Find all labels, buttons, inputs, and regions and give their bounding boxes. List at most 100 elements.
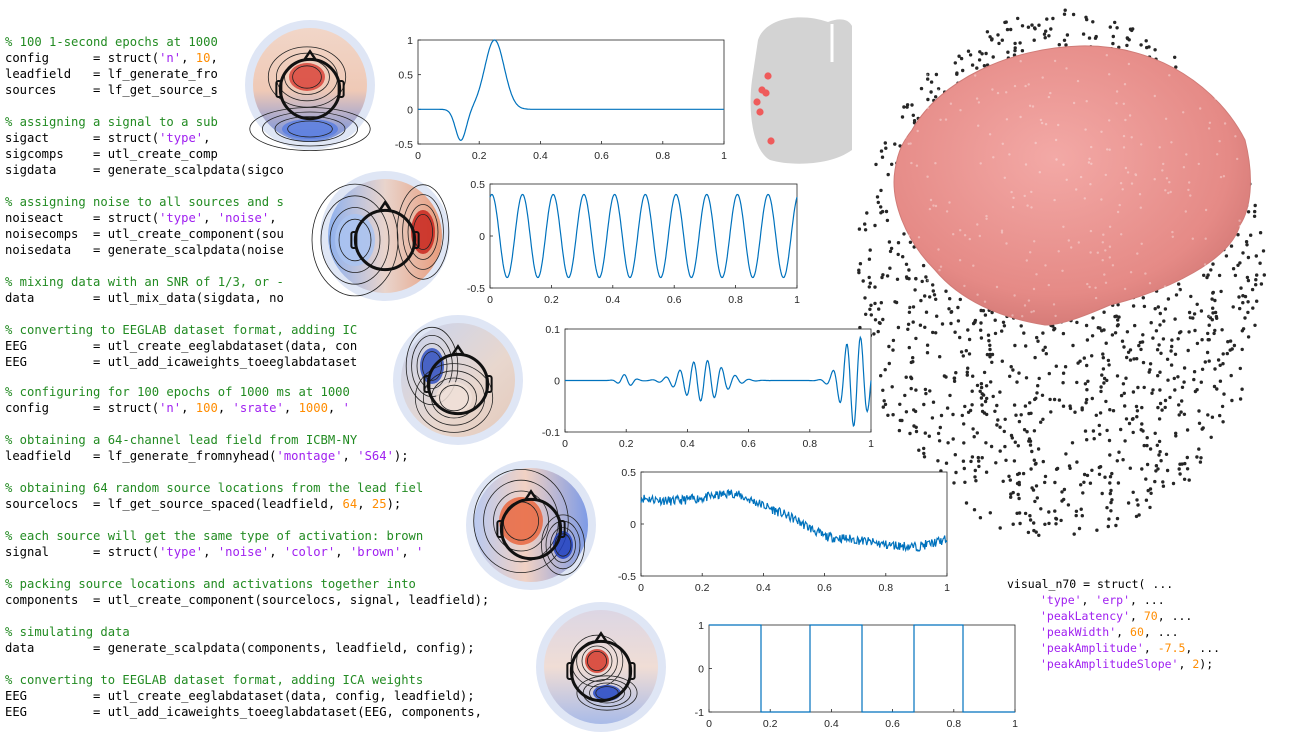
code-text: visual_n70 = struct( ...	[1007, 577, 1174, 591]
y-tick-label: 0	[407, 104, 413, 116]
topomap-pole	[499, 497, 543, 545]
contour-line	[439, 384, 469, 412]
contour-line	[407, 204, 439, 260]
code-line: data = utl_mix_data(sigdata, no	[5, 291, 284, 305]
code-text: ,	[181, 401, 196, 415]
left-ear	[496, 520, 504, 538]
x-tick-label: 1	[721, 150, 727, 162]
contour-line	[338, 218, 372, 262]
x-tick-label: 1	[868, 438, 874, 450]
code-line: EEG = utl_add_icaweights_toeeglabdataset…	[5, 705, 482, 719]
code-line: noisecomps = utl_create_component(sou	[5, 227, 284, 241]
y-tick-label: -0.5	[467, 283, 485, 295]
x-tick-label: 0.6	[885, 718, 900, 730]
code-string: 'montage'	[276, 449, 343, 463]
code-text: noisedata = generate_scalpdata(noise	[5, 243, 284, 257]
y-tick-label: -1	[695, 707, 704, 719]
right-ear	[558, 520, 566, 538]
x-tick-label: 1	[794, 294, 800, 306]
code-line: data = generate_scalpdata(components, le…	[5, 641, 475, 655]
code-line: % obtaining 64 random source locations f…	[5, 481, 423, 495]
code-string: 'type'	[159, 211, 204, 225]
code-comment: % converting to EEGLAB dataset format, a…	[5, 673, 424, 687]
code-text: config = struct(	[5, 401, 160, 415]
nose-shape	[450, 344, 466, 357]
topomap-pole	[289, 63, 325, 91]
code-text: );	[386, 497, 402, 511]
contour-line	[329, 207, 381, 273]
code-text: sigact = struct(	[5, 131, 160, 145]
code-text: data = generate_scalpdata(components, le…	[5, 641, 475, 655]
x-tick-label: 0.4	[756, 582, 771, 594]
code-text: config = struct(	[5, 51, 160, 65]
contour-line	[421, 351, 442, 381]
source-dot	[764, 72, 772, 80]
y-tick-label: -0.5	[395, 139, 413, 151]
code-string: '	[416, 545, 424, 559]
code-string: 'noise'	[217, 211, 270, 225]
code-line: config = struct('n', 10,	[5, 51, 218, 65]
code-text: ,	[1081, 593, 1096, 607]
snippet-line: 'peakLatency', 70, ...	[1040, 608, 1192, 624]
y-tick-label: 0.5	[398, 70, 413, 82]
code-string: 'peakWidth'	[1040, 625, 1117, 639]
code-comment: % each source will get the same type of …	[5, 529, 424, 543]
y-tick-label: 0.5	[470, 179, 485, 191]
code-text: sources = lf_get_source_s	[5, 83, 218, 97]
code-string: 'type'	[159, 131, 204, 145]
code-text: ,	[1143, 641, 1158, 655]
x-tick-label: 0.4	[680, 438, 695, 450]
code-text: sigdata = generate_scalpdata(sigco	[5, 163, 284, 177]
code-string: 'n'	[159, 401, 182, 415]
series-line	[418, 39, 724, 142]
contour-line	[292, 65, 322, 89]
code-line: EEG = utl_create_eeglabdataset(data, con	[5, 339, 357, 353]
code-string: 'peakAmplitudeSlope'	[1040, 657, 1179, 671]
code-comment: % obtaining a 64-channel lead field from…	[5, 433, 358, 447]
code-text: ,	[283, 401, 299, 415]
code-string: 'n'	[159, 51, 182, 65]
source-dot	[753, 98, 761, 106]
snippet-line: visual_n70 = struct( ...	[1007, 576, 1173, 592]
y-tick-label: 0.1	[545, 324, 560, 336]
topomap-5	[536, 602, 666, 732]
left-ear	[423, 375, 431, 393]
source-dot	[762, 89, 770, 97]
x-tick-label: 0	[562, 438, 568, 450]
plot-frame	[417, 39, 725, 145]
snippet-line: 'peakAmplitudeSlope', 2);	[1040, 656, 1213, 672]
plot-sinusoid: 0 0.2 0.4 0.6 0.8 10.50-0.5	[467, 179, 800, 306]
x-tick-label: 0	[415, 150, 421, 162]
code-text: );	[393, 449, 409, 463]
code-line: sourcelocs = lf_get_source_spaced(leadfi…	[5, 497, 401, 511]
code-line: % configuring for 100 epochs of 1000 ms …	[5, 385, 350, 399]
code-text: , ...	[1157, 609, 1193, 623]
contour-line	[416, 343, 448, 389]
right-ear	[337, 80, 345, 98]
contour-line	[576, 675, 638, 711]
code-text: , ...	[1130, 593, 1165, 607]
code-string: 'peakAmplitude'	[1040, 641, 1144, 655]
code-text: ,	[210, 51, 218, 65]
code-line: % mixing data with an SNR of 1/3, or -	[5, 275, 284, 289]
topomap-pole	[282, 119, 338, 139]
plot-erp: 0 0.2 0.4 0.6 0.8 110.50-0.5	[395, 35, 727, 162]
nose-shape	[523, 489, 539, 502]
code-text: noisecomps = utl_create_component(sou	[5, 227, 284, 241]
nose-shape	[593, 631, 609, 644]
contour-line	[405, 326, 459, 406]
series-line	[709, 624, 1015, 713]
code-line: % obtaining a 64-channel lead field from…	[5, 433, 357, 447]
code-line: sigcomps = utl_create_comp	[5, 147, 218, 161]
code-string: 'erp'	[1095, 593, 1131, 607]
contour-line	[311, 183, 399, 297]
x-tick-label: 0.2	[763, 718, 778, 730]
code-text: ,	[335, 545, 350, 559]
x-tick-label: 0.6	[594, 150, 609, 162]
code-line: % assigning a signal to a sub	[5, 115, 218, 129]
code-text: ,	[203, 131, 211, 145]
code-number: 1000	[298, 401, 328, 415]
code-string: 'color'	[283, 545, 336, 559]
code-text: EEG = utl_add_icaweights_toeeglabdataset…	[5, 705, 482, 719]
